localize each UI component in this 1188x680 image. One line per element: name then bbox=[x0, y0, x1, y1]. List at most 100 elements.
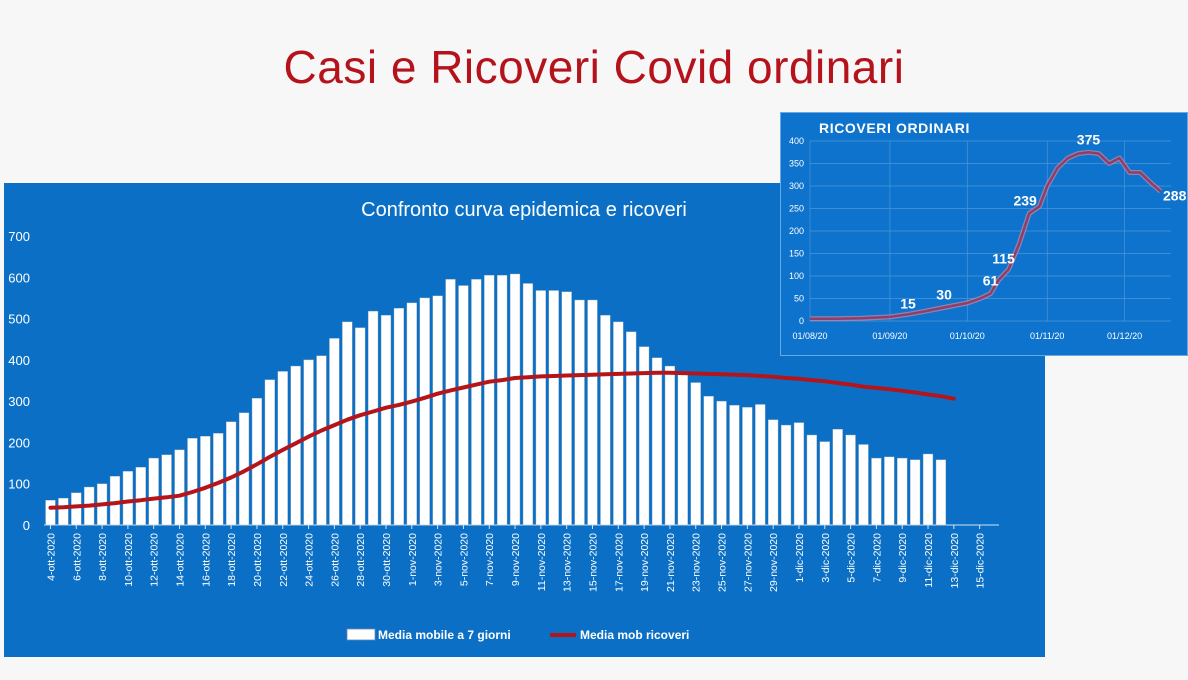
bar bbox=[58, 497, 69, 526]
bar bbox=[355, 327, 366, 526]
x-tick-label: 24-ott-2020 bbox=[304, 533, 316, 587]
inset-y-tick-label: 0 bbox=[799, 316, 804, 326]
y-tick-label: 500 bbox=[8, 312, 30, 327]
bar bbox=[316, 355, 327, 526]
bar bbox=[651, 357, 663, 526]
bar bbox=[458, 285, 469, 526]
y-tick-label: 300 bbox=[8, 394, 30, 409]
bar bbox=[226, 421, 237, 526]
bar bbox=[432, 295, 443, 526]
bar bbox=[535, 290, 546, 526]
bar bbox=[497, 275, 508, 526]
bar bbox=[484, 275, 495, 526]
inset-chart: RICOVERI ORDINARI 0 50 100 150 200 250 300 350 40… bbox=[789, 120, 1187, 341]
bar bbox=[819, 441, 830, 526]
inset-data-label: 15 bbox=[900, 295, 916, 311]
x-tick-label: 29-nov-2020 bbox=[768, 533, 780, 592]
legend-swatch-bar bbox=[346, 628, 376, 641]
x-tick-label: 23-nov-2020 bbox=[691, 533, 703, 592]
bar bbox=[690, 382, 701, 526]
x-tick-label: 16-ott-2020 bbox=[200, 533, 212, 587]
bar bbox=[135, 467, 146, 526]
bar bbox=[471, 279, 482, 526]
x-tick-label: 11-dic-2020 bbox=[923, 533, 935, 588]
x-tick-label: 9-dic-2020 bbox=[897, 533, 909, 583]
x-tick-label: 30-ott-2020 bbox=[381, 533, 393, 587]
x-tick-label: 6-ott-2020 bbox=[71, 533, 83, 581]
bar bbox=[522, 283, 534, 526]
x-tick-label: 13-nov-2020 bbox=[562, 533, 574, 592]
bar bbox=[729, 405, 740, 526]
inset-series-glow bbox=[810, 149, 1163, 322]
x-tick-label: 20-ott-2020 bbox=[252, 533, 264, 587]
bar bbox=[910, 459, 921, 526]
bar bbox=[174, 449, 185, 526]
x-tick-label: 11-nov-2020 bbox=[536, 533, 548, 591]
bar bbox=[935, 459, 947, 526]
x-tick-label: 3-nov-2020 bbox=[433, 533, 445, 586]
inset-data-label: 288 bbox=[1163, 187, 1187, 203]
bar bbox=[626, 331, 637, 526]
bar bbox=[187, 438, 198, 526]
bar bbox=[213, 433, 224, 526]
inset-x-tick-label: 01/11/20 bbox=[1030, 331, 1064, 341]
y-tick-label: 200 bbox=[8, 435, 30, 450]
bar bbox=[548, 290, 559, 526]
bar bbox=[445, 279, 456, 526]
inset-data-label: 61 bbox=[983, 273, 999, 289]
bar bbox=[664, 365, 676, 526]
x-tick-label: 5-nov-2020 bbox=[458, 533, 470, 586]
inset-data-label: 239 bbox=[1013, 192, 1037, 208]
inset-y-tick-label: 100 bbox=[789, 271, 804, 281]
x-tick-label: 4-ott-2020 bbox=[45, 533, 57, 581]
bar bbox=[200, 436, 211, 526]
bar bbox=[71, 492, 82, 526]
y-tick-label: 100 bbox=[8, 477, 30, 492]
bar bbox=[419, 297, 430, 526]
inset-x-tick-label: 01/08/20 bbox=[792, 331, 827, 341]
x-tick-label: 26-ott-2020 bbox=[329, 533, 341, 587]
bar bbox=[45, 500, 56, 526]
inset-data-label: 115 bbox=[992, 250, 1015, 266]
bar bbox=[303, 359, 314, 526]
x-tick-label: 5-dic-2020 bbox=[846, 533, 858, 583]
inset-x-tick-label: 01/10/20 bbox=[950, 331, 985, 341]
bar bbox=[342, 321, 353, 526]
inset-data-label: 30 bbox=[936, 287, 952, 303]
y-tick-label: 0 bbox=[23, 518, 30, 533]
inset-chart-title: RICOVERI ORDINARI bbox=[819, 120, 970, 136]
bar bbox=[793, 422, 805, 526]
bar bbox=[393, 308, 405, 526]
bar bbox=[677, 372, 688, 526]
bar bbox=[703, 395, 714, 526]
bar bbox=[897, 457, 908, 526]
inset-series-line bbox=[810, 151, 1162, 321]
legend-label-line: Media mob ricoveri bbox=[580, 628, 689, 642]
bar bbox=[806, 434, 817, 526]
inset-y-tick-label: 50 bbox=[794, 294, 804, 304]
x-tick-label: 22-ott-2020 bbox=[278, 533, 290, 587]
bar bbox=[264, 379, 275, 526]
bar bbox=[587, 299, 598, 526]
bar bbox=[613, 321, 624, 526]
x-tick-label: 12-ott-2020 bbox=[149, 533, 161, 587]
y-tick-label: 400 bbox=[8, 353, 30, 368]
bar bbox=[509, 273, 521, 526]
bar bbox=[871, 457, 882, 526]
x-tick-label: 10-ott-2020 bbox=[123, 533, 135, 587]
x-tick-label: 1-dic-2020 bbox=[794, 533, 806, 583]
legend-label-bar: Media mobile a 7 giorni bbox=[378, 628, 511, 642]
bar bbox=[574, 299, 585, 526]
bar bbox=[600, 315, 611, 526]
x-tick-label: 8-ott-2020 bbox=[97, 533, 109, 581]
bar bbox=[406, 302, 417, 526]
inset-y-tick-label: 350 bbox=[789, 159, 804, 169]
inset-x-tick-label: 01/12/20 bbox=[1107, 331, 1142, 341]
bar bbox=[122, 471, 133, 526]
bar bbox=[755, 404, 766, 526]
x-tick-label: 25-nov-2020 bbox=[717, 533, 729, 592]
bar bbox=[845, 434, 856, 526]
bar bbox=[380, 315, 392, 526]
inset-y-tick-label: 150 bbox=[789, 249, 804, 259]
x-tick-label: 15-dic-2020 bbox=[975, 533, 987, 589]
